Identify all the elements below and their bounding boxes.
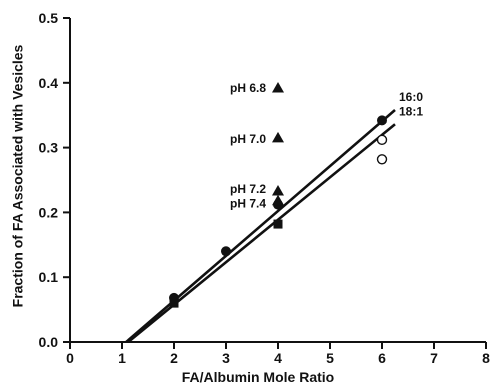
y-tick-label-0.1: 0.1 — [39, 269, 59, 285]
data-points — [169, 81, 388, 308]
axes — [69, 18, 486, 343]
x-tick-label-5: 5 — [326, 350, 334, 366]
y-tick-label-0.4: 0.4 — [39, 75, 59, 91]
x-tick-label-7: 7 — [430, 350, 438, 366]
annotation-0: pH 6.8 — [230, 81, 266, 95]
x-tick-label-8: 8 — [482, 350, 490, 366]
y-tick-label-0.5: 0.5 — [39, 10, 59, 26]
x-tick-label-3: 3 — [222, 350, 230, 366]
point-2-1 — [376, 154, 388, 165]
point-2-0 — [376, 134, 388, 146]
x-tick-label-4: 4 — [274, 350, 282, 366]
point-1-0 — [169, 298, 179, 308]
fit-line-1 — [127, 123, 396, 344]
y-tick-label-0.3: 0.3 — [39, 140, 59, 156]
x-tick-label-2: 2 — [170, 350, 178, 366]
point-1-1 — [273, 219, 283, 229]
annotation-3: pH 7.4 — [230, 196, 266, 210]
x-tick-label-0: 0 — [66, 350, 74, 366]
x-tick-label-1: 1 — [118, 350, 126, 366]
point-3-0 — [272, 81, 284, 93]
x-axis-title: FA/Albumin Mole Ratio — [182, 369, 334, 385]
point-3-3 — [272, 194, 284, 206]
x-tick-label-6: 6 — [378, 350, 386, 366]
ticks: 0 1 2 3 4 5 6 7 8 0.0 0.1 0.2 0.3 0.4 0.5 — [39, 10, 491, 366]
series-label-1: 18:1 — [399, 104, 423, 118]
labels: 16:018:1 pH 6.8 pH 7.0 pH 7.2pH 7.4 — [230, 81, 423, 210]
annotation-2: pH 7.2 — [230, 182, 266, 196]
series-label-0: 16:0 — [399, 90, 423, 104]
point-0-3 — [377, 115, 387, 126]
point-3-1 — [272, 131, 284, 143]
point-3-2 — [272, 185, 284, 196]
point-0-1 — [221, 246, 231, 257]
y-tick-label-0.0: 0.0 — [39, 334, 59, 350]
y-axis-title: Fraction of FA Associated with Vesicles — [10, 44, 26, 307]
y-tick-label-0.2: 0.2 — [39, 204, 59, 220]
annotation-1: pH 7.0 — [230, 132, 266, 146]
